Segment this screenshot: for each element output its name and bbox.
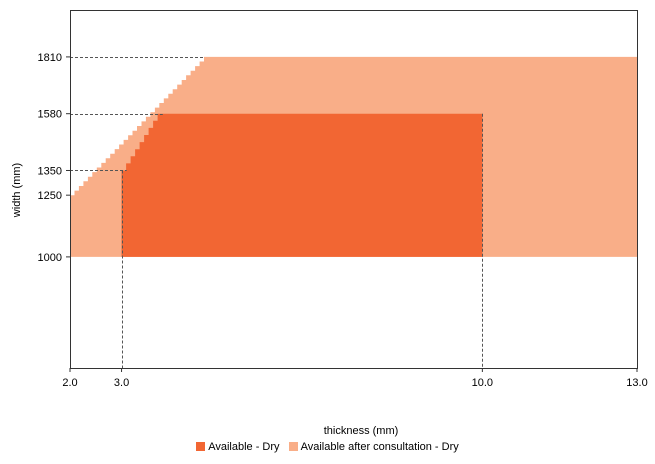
plot-frame bbox=[70, 10, 638, 369]
legend: Available - Dry Available after consulta… bbox=[0, 441, 655, 453]
reference-lines bbox=[70, 57, 483, 368]
y-axis-ticks: 1000 1250 1350 1580 1810 bbox=[38, 52, 70, 264]
chart-areas bbox=[70, 56, 637, 257]
series-area-1 bbox=[121, 113, 483, 257]
legend-swatch-available-after-consultation bbox=[288, 442, 298, 451]
y-tick-label: 1350 bbox=[38, 165, 62, 177]
y-axis-label: width (mm) bbox=[11, 163, 23, 218]
y-tick-label: 1580 bbox=[38, 109, 62, 121]
x-tick-label: 13.0 bbox=[626, 377, 647, 389]
x-tick-label: 10.0 bbox=[472, 377, 493, 389]
x-axis-ticks: 2.0 3.0 10.0 13.0 bbox=[62, 368, 648, 389]
x-tick-label: 2.0 bbox=[62, 377, 77, 389]
y-tick-label: 1810 bbox=[38, 52, 62, 64]
y-tick-label: 1250 bbox=[38, 190, 62, 202]
legend-label: Available - Dry bbox=[208, 441, 280, 453]
x-tick-label: 3.0 bbox=[114, 377, 129, 389]
x-axis-label: thickness (mm) bbox=[324, 425, 399, 437]
y-tick-label: 1000 bbox=[38, 252, 62, 264]
legend-swatch-available-dry bbox=[196, 442, 206, 451]
legend-item-available-dry: Available - Dry bbox=[196, 441, 280, 453]
legend-item-available-after-consultation: Available after consultation - Dry bbox=[288, 441, 459, 453]
legend-label: Available after consultation - Dry bbox=[300, 441, 459, 453]
